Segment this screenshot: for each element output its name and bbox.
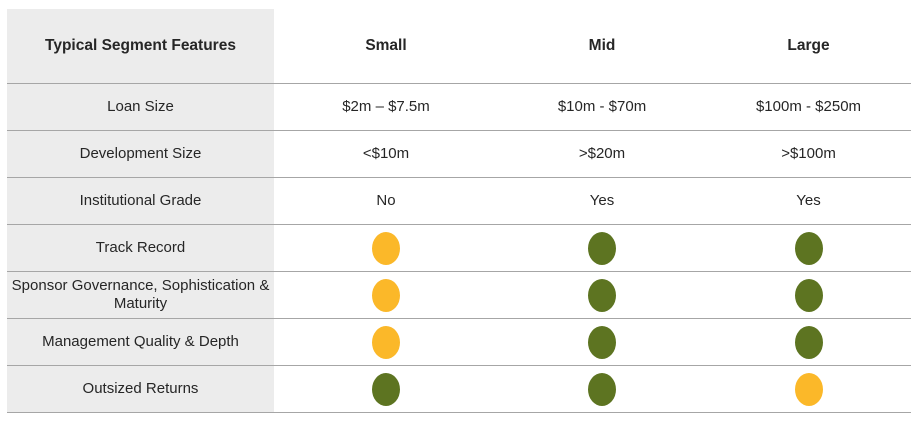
rating-dot-large	[794, 231, 823, 265]
small-value: <$10m	[362, 145, 410, 162]
rating-dot-large	[794, 278, 823, 312]
large-value: >$100m	[781, 145, 836, 162]
table-row: Track Record	[7, 225, 911, 272]
mid-value: Yes	[589, 192, 615, 209]
table-row: Outsized Returns	[7, 366, 911, 413]
header-mid: Mid	[588, 37, 616, 54]
table-row: Sponsor Governance, Sophistication & Mat…	[7, 272, 911, 319]
table-row: Development Size <$10m >$20m >$100m	[7, 131, 911, 178]
table-header-row: Typical Segment Features Small Mid Large	[7, 9, 911, 84]
row-label: Track Record	[7, 225, 274, 271]
table-row: Institutional Grade No Yes Yes	[7, 178, 911, 225]
rating-dot-small	[372, 231, 400, 265]
row-label: Management Quality & Depth	[7, 319, 274, 365]
rating-dot-large	[794, 372, 823, 406]
row-label: Sponsor Governance, Sophistication & Mat…	[7, 272, 274, 318]
row-label: Loan Size	[7, 84, 274, 130]
small-value: $2m – $7.5m	[342, 98, 430, 115]
rating-dot-large	[794, 325, 823, 359]
rating-dot-small	[372, 372, 400, 406]
rating-dot-mid	[588, 325, 616, 359]
rating-dot-mid	[588, 278, 616, 312]
small-value: No	[376, 192, 396, 209]
header-large: Large	[787, 37, 830, 54]
header-features: Typical Segment Features	[7, 9, 274, 83]
mid-value: $10m - $70m	[557, 98, 647, 115]
table-row: Loan Size $2m – $7.5m $10m - $70m $100m …	[7, 84, 911, 131]
large-value: Yes	[796, 192, 821, 209]
segment-features-table: Typical Segment Features Small Mid Large…	[7, 9, 911, 413]
row-label: Development Size	[7, 131, 274, 177]
large-value: $100m - $250m	[755, 98, 862, 115]
row-label: Outsized Returns	[7, 366, 274, 412]
rating-dot-mid	[588, 231, 616, 265]
row-label: Institutional Grade	[7, 178, 274, 224]
mid-value: >$20m	[578, 145, 626, 162]
table-row: Management Quality & Depth	[7, 319, 911, 366]
header-small: Small	[365, 37, 407, 54]
rating-dot-small	[372, 278, 400, 312]
rating-dot-mid	[588, 372, 616, 406]
rating-dot-small	[372, 325, 400, 359]
